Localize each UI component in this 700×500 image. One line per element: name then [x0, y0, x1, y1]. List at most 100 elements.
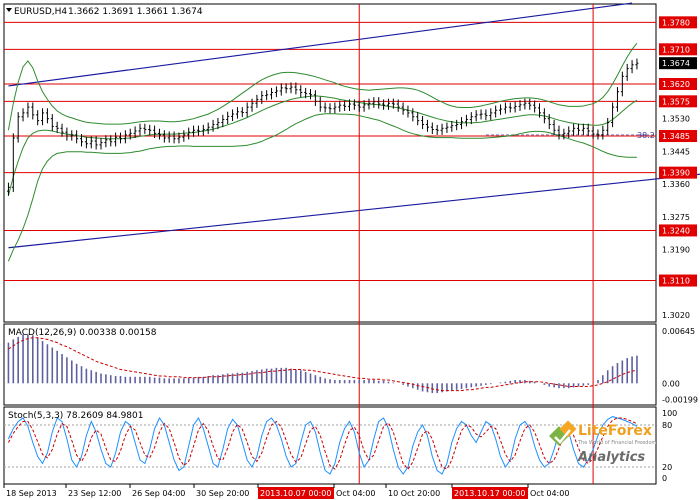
price-bar [221, 114, 225, 128]
level-price-box [659, 95, 697, 108]
price-bar [606, 117, 610, 135]
level-price-label: 1.3390 [662, 169, 690, 178]
price-bar [533, 100, 537, 113]
price-bar [401, 102, 405, 115]
price-bar [274, 86, 278, 98]
price-bar [45, 108, 49, 124]
price-bar [114, 132, 118, 147]
price-bar [523, 98, 527, 110]
fib-label: 38.2 [637, 131, 655, 140]
price-bar [479, 109, 483, 120]
price-bar [386, 98, 390, 110]
macd-panel-frame [3, 323, 657, 406]
stochastic-chart [4, 416, 656, 475]
price-bar [226, 111, 230, 125]
price-bar [270, 87, 274, 100]
price-bar [625, 63, 629, 81]
level-price-box [659, 166, 697, 179]
price-bar [562, 128, 566, 140]
price-bar [333, 102, 337, 114]
macd-label: MACD(12,26,9) 0.00338 0.00158 [8, 328, 157, 338]
macd-signal-line [8, 337, 637, 392]
price-bar [586, 123, 590, 136]
price-panel-frame [3, 3, 657, 323]
price-bar [435, 124, 439, 135]
level-price-box [659, 274, 697, 287]
level-price-label: 1.3780 [662, 18, 690, 27]
symbol-menu-icon[interactable] [6, 8, 12, 12]
price-bar [352, 99, 356, 110]
price-bar [538, 103, 542, 118]
price-bar [503, 102, 507, 114]
price-bar [250, 98, 254, 112]
x-tick-label: 26 Sep 04:00 [132, 489, 185, 498]
price-bar [284, 83, 288, 94]
price-bar [304, 87, 308, 99]
price-bar [123, 130, 127, 144]
x-highlight-box [258, 487, 334, 499]
price-bar [206, 122, 210, 135]
price-bar [430, 122, 434, 135]
price-bar [372, 97, 376, 108]
price-bar [489, 108, 493, 121]
price-bar [265, 90, 269, 101]
price-bar [255, 94, 259, 108]
price-bar [406, 105, 410, 118]
price-bar [620, 71, 624, 97]
stoch-label: Stoch(5,3,3) 78.2609 84.9801 [8, 411, 143, 421]
current-price-label: 1.3674 [662, 59, 690, 68]
watermark-product: Analytics [577, 450, 645, 465]
price-bar [16, 112, 20, 143]
price-bar [440, 123, 444, 135]
price-bar [367, 98, 371, 110]
price-bar [109, 135, 113, 147]
price-bar [347, 99, 351, 111]
stoch-signal-line [7, 417, 638, 470]
x-tick-label-highlighted: 2013.10.17 00:00 [454, 489, 525, 498]
price-bar [469, 112, 473, 125]
level-price-box [659, 78, 697, 90]
price-bar [557, 125, 561, 140]
price-bar [187, 127, 191, 140]
price-bar [11, 133, 15, 192]
price-bar [328, 103, 332, 114]
level-price-label: 1.3620 [662, 80, 690, 89]
price-chart: 38.2 [4, 2, 700, 484]
price-bar [36, 110, 40, 126]
price-bar [196, 125, 200, 136]
level-price-box [659, 16, 697, 29]
price-bar [508, 102, 512, 113]
price-bar [338, 100, 342, 112]
price-bar [128, 128, 132, 140]
price-bar [167, 131, 171, 143]
price-bar [60, 123, 64, 137]
price-bar [445, 122, 449, 133]
price-bar [289, 82, 293, 94]
price-bar [118, 132, 122, 144]
level-price-box [659, 43, 697, 56]
price-bar [279, 83, 283, 96]
price-bar [6, 182, 10, 196]
chart-header: EURUSD,H4 1.3662 1.3691 1.3661 1.3674 [6, 7, 203, 17]
macd-chart [7, 334, 638, 394]
price-bar [89, 136, 93, 149]
ohlc-values: 1.3662 1.3691 1.3661 1.3674 [68, 7, 203, 17]
x-tick-label: Oct 04:00 [336, 489, 375, 498]
price-tick-label: 1.3275 [662, 213, 690, 222]
price-bar [84, 137, 88, 149]
symbol-label: EURUSD,H4 [14, 7, 67, 17]
level-price-label: 1.3575 [662, 97, 690, 106]
price-bar [357, 100, 361, 112]
x-tick-label: Oct 04:00 [530, 489, 569, 498]
price-bar [484, 109, 488, 121]
price-bar [425, 119, 429, 132]
price-bar [143, 123, 147, 135]
level-price-box [659, 130, 697, 143]
price-tick-label: 1.3445 [662, 147, 690, 156]
x-tick-label: 30 Sep 20:00 [196, 489, 249, 498]
price-bar [455, 119, 459, 131]
price-bar [421, 115, 425, 130]
price-bar [499, 104, 503, 115]
